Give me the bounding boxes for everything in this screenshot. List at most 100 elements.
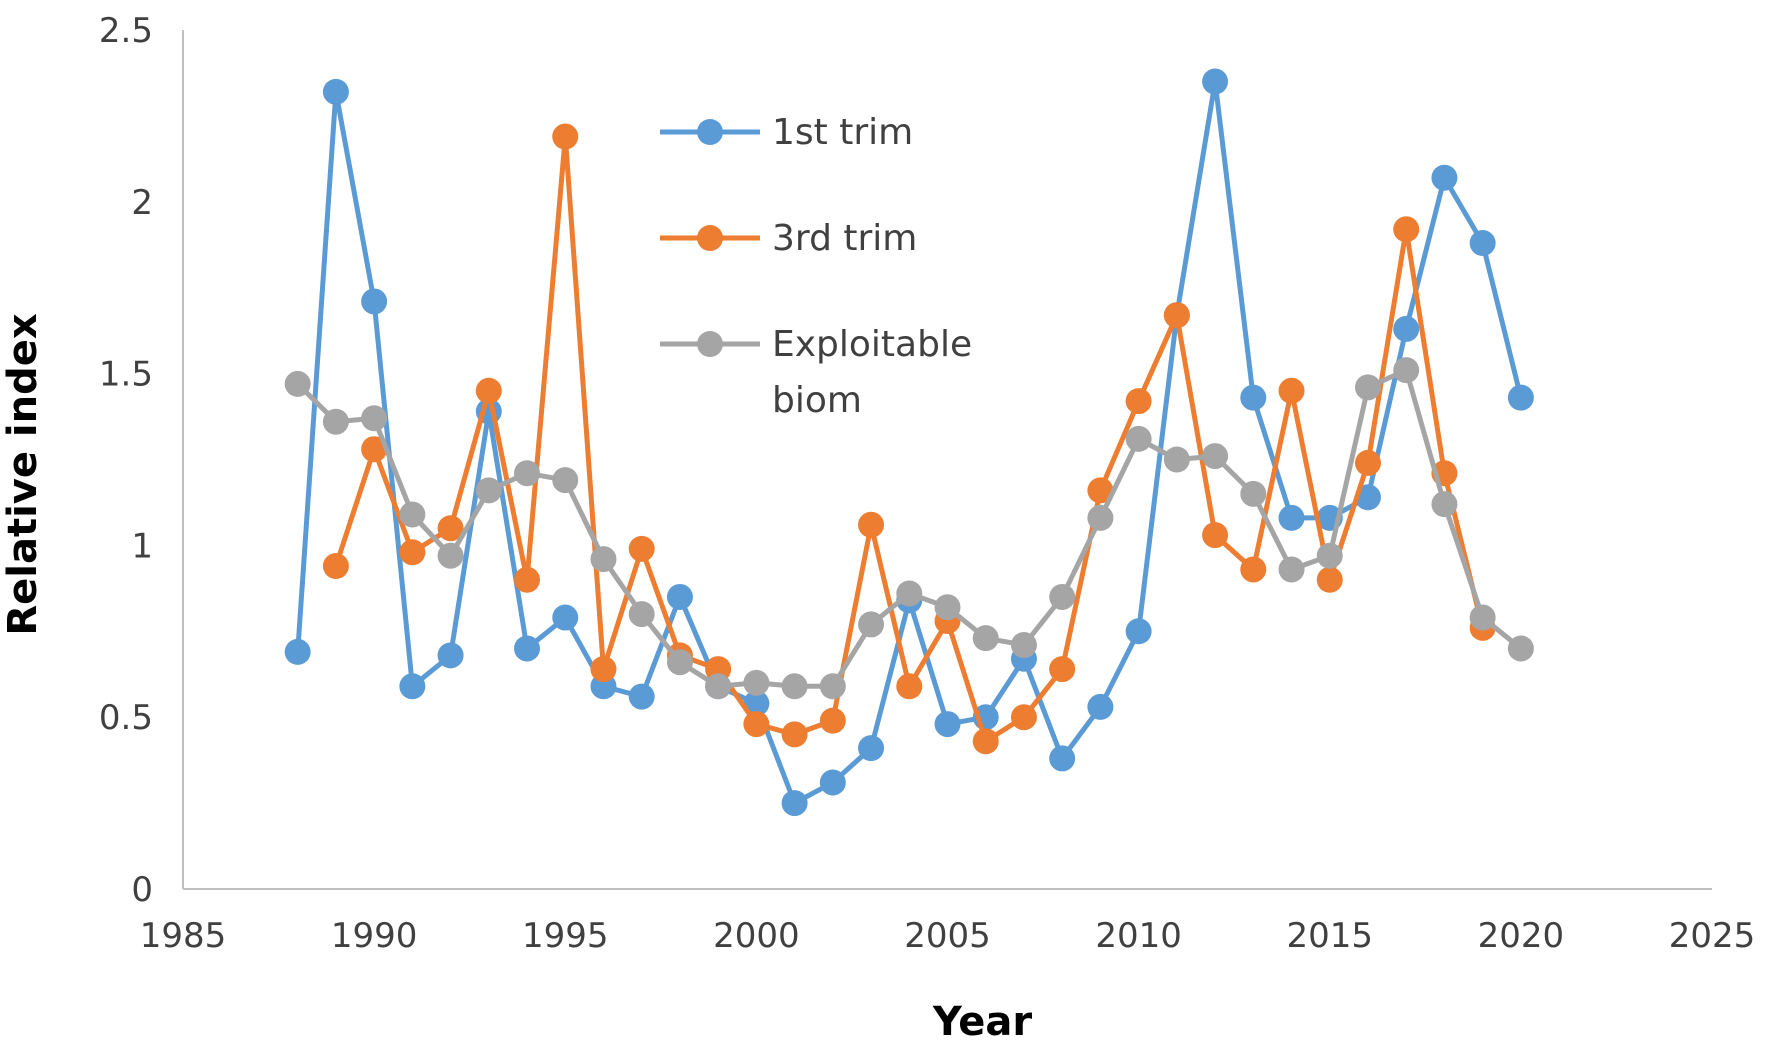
data-point: [399, 539, 426, 566]
data-point: [705, 673, 732, 700]
data-point: [1431, 491, 1458, 518]
data-point: [819, 673, 846, 700]
data-point: [1354, 374, 1381, 401]
data-point: [514, 635, 541, 662]
x-tick-label: 1995: [522, 916, 609, 956]
data-point: [284, 370, 311, 397]
data-point: [1049, 656, 1076, 683]
y-tick-label: 0: [131, 870, 153, 910]
data-point: [361, 436, 388, 463]
data-point: [1240, 556, 1267, 583]
series-layer: [284, 68, 1534, 817]
data-point: [666, 649, 693, 676]
x-tick-label: 1990: [331, 916, 418, 956]
data-point: [322, 408, 349, 435]
data-point: [1278, 377, 1305, 404]
data-point: [628, 535, 655, 562]
axes: 0 0.5 1 1.5 2 2.5 1985 1990 1995 2000 2005 2010 2015…: [0, 11, 1755, 1045]
data-point: [1507, 384, 1534, 411]
data-point: [1010, 632, 1037, 659]
data-point: [1316, 542, 1343, 569]
data-point: [972, 625, 999, 652]
data-point: [1240, 480, 1267, 507]
data-point: [1010, 704, 1037, 731]
data-point: [590, 656, 617, 683]
data-point: [322, 553, 349, 580]
legend-item-3: Exploitable biom: [660, 324, 972, 421]
data-point: [819, 769, 846, 796]
data-point: [781, 673, 808, 700]
data-point: [1278, 504, 1305, 531]
data-point: [781, 790, 808, 817]
data-point: [552, 467, 579, 494]
data-point: [361, 288, 388, 315]
x-tick-label: 1985: [140, 916, 227, 956]
data-point: [1469, 604, 1496, 631]
data-point: [437, 642, 464, 669]
legend: 1st trim 3rd trim Exploitable biom: [660, 112, 972, 421]
data-point: [1202, 68, 1229, 95]
data-point: [858, 735, 885, 762]
x-tick-label: 2015: [1286, 916, 1373, 956]
data-point: [1431, 164, 1458, 191]
data-point: [437, 515, 464, 542]
data-point: [1049, 583, 1076, 610]
data-point: [1049, 745, 1076, 772]
data-point: [628, 601, 655, 628]
data-point: [1393, 315, 1420, 342]
legend-swatch-marker: [697, 119, 723, 145]
data-point: [1240, 384, 1267, 411]
data-point: [1087, 504, 1114, 531]
data-point: [590, 546, 617, 573]
data-point: [858, 511, 885, 538]
data-point: [1316, 566, 1343, 593]
data-point: [1163, 302, 1190, 329]
data-point: [475, 477, 502, 504]
data-point: [781, 721, 808, 748]
data-point: [514, 460, 541, 487]
data-point: [1469, 230, 1496, 257]
data-point: [322, 78, 349, 105]
x-tick-label: 2020: [1478, 916, 1565, 956]
legend-label: Exploitable: [772, 324, 972, 365]
y-tick-label: 2.5: [99, 11, 153, 51]
legend-swatch-marker: [697, 225, 723, 251]
data-point: [1125, 388, 1152, 415]
x-tick-label: 2000: [713, 916, 800, 956]
data-point: [1354, 449, 1381, 476]
data-point: [896, 673, 923, 700]
data-point: [858, 611, 885, 638]
y-tick-label: 1.5: [99, 355, 153, 395]
data-point: [284, 638, 311, 665]
y-tick-label: 0.5: [99, 698, 153, 738]
data-point: [628, 683, 655, 710]
data-point: [972, 728, 999, 755]
data-point: [1163, 446, 1190, 473]
data-point: [437, 542, 464, 569]
data-point: [1125, 618, 1152, 645]
data-point: [399, 501, 426, 528]
legend-label: biom: [772, 380, 862, 421]
data-point: [552, 604, 579, 631]
legend-label: 1st trim: [772, 112, 913, 153]
legend-item-2: 3rd trim: [660, 218, 917, 259]
data-point: [666, 583, 693, 610]
data-point: [1125, 425, 1152, 452]
legend-item-1: 1st trim: [660, 112, 913, 153]
x-tick-label: 2010: [1095, 916, 1182, 956]
legend-label: 3rd trim: [772, 218, 917, 259]
data-point: [1278, 556, 1305, 583]
data-point: [743, 669, 770, 696]
data-point: [514, 566, 541, 593]
data-point: [361, 405, 388, 432]
data-point: [896, 580, 923, 607]
data-point: [1202, 522, 1229, 549]
data-point: [1393, 357, 1420, 384]
data-point: [475, 377, 502, 404]
series-3: [284, 357, 1534, 700]
legend-swatch-marker: [697, 331, 723, 357]
data-point: [1393, 216, 1420, 243]
y-tick-label: 1: [131, 526, 153, 566]
x-tick-label: 2025: [1669, 916, 1756, 956]
